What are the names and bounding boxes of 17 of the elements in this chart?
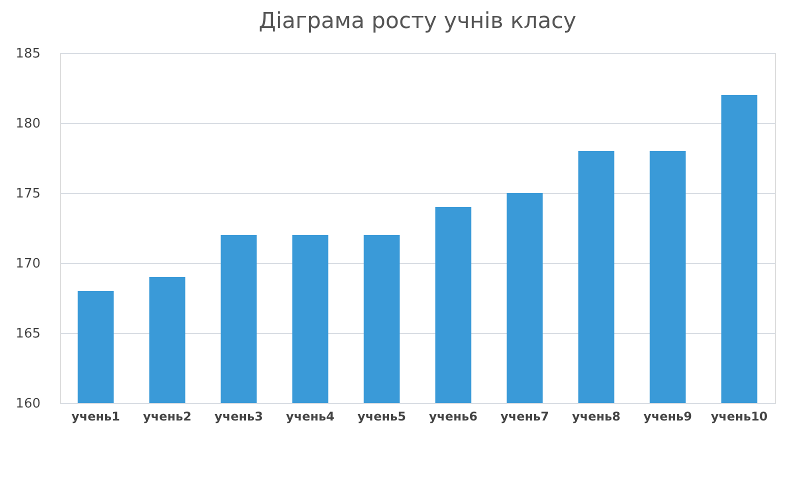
- x-tick-label: учень2: [143, 410, 192, 424]
- x-tick-label: учень7: [500, 410, 549, 424]
- x-tick-label: учень8: [572, 410, 620, 424]
- y-tick-label: 185: [16, 46, 40, 62]
- y-tick-label: 175: [16, 186, 40, 202]
- y-tick-label: 180: [16, 116, 40, 132]
- y-tick-label: 170: [16, 256, 40, 272]
- x-tick-label: учень5: [358, 410, 406, 424]
- x-tick-label: учень4: [286, 410, 334, 424]
- x-tick-label: учень1: [72, 410, 120, 424]
- y-tick-label: 160: [16, 396, 40, 412]
- x-tick-label: учень10: [710, 410, 768, 424]
- y-tick-label: 165: [16, 326, 40, 342]
- x-tick-label: учень3: [214, 410, 263, 424]
- x-tick-label: учень9: [644, 410, 692, 424]
- x-tick-label: учень6: [429, 410, 478, 424]
- chart-title: Діаграма росту учнів класу: [258, 9, 576, 34]
